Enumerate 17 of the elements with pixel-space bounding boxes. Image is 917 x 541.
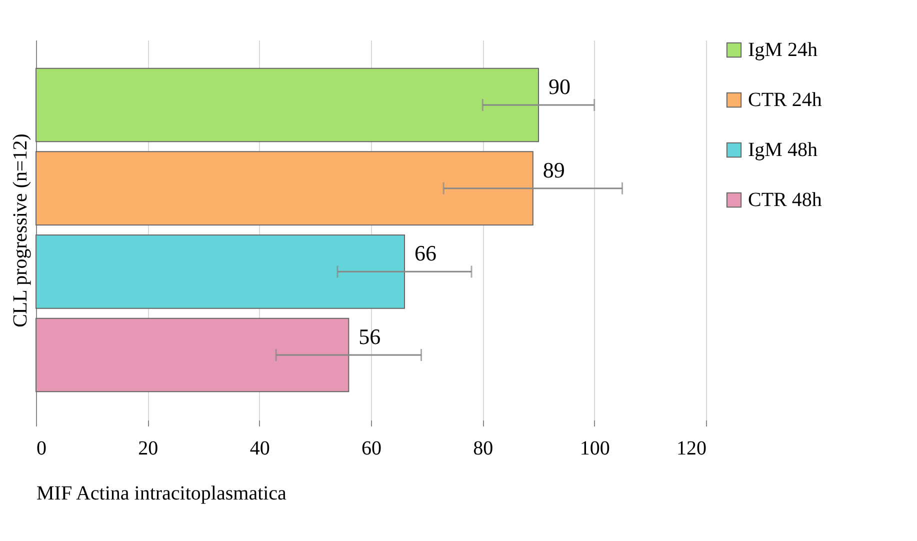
data-label: 90 xyxy=(548,74,570,99)
x-tick-label: 0 xyxy=(36,438,46,460)
legend-label: CTR 24h xyxy=(748,89,822,111)
data-label: 89 xyxy=(542,157,565,182)
x-tick-label: 120 xyxy=(676,438,706,460)
x-tick-label: 80 xyxy=(473,438,494,460)
legend-label: IgM 24h xyxy=(748,39,818,61)
x-axis-title: MIF Actina intracitoplasmatica xyxy=(36,482,287,504)
legend-label: CTR 48h xyxy=(748,189,822,211)
data-label: 56 xyxy=(358,324,381,349)
x-tick-label: 60 xyxy=(362,438,382,460)
x-tick-label: 100 xyxy=(580,438,610,460)
x-tick-label: 40 xyxy=(250,438,270,460)
legend-label: IgM 48h xyxy=(748,139,818,161)
y-axis-title: CLL progressive (n=12) xyxy=(10,134,32,328)
x-tick-label: 20 xyxy=(138,438,158,460)
data-label: 66 xyxy=(414,240,436,266)
